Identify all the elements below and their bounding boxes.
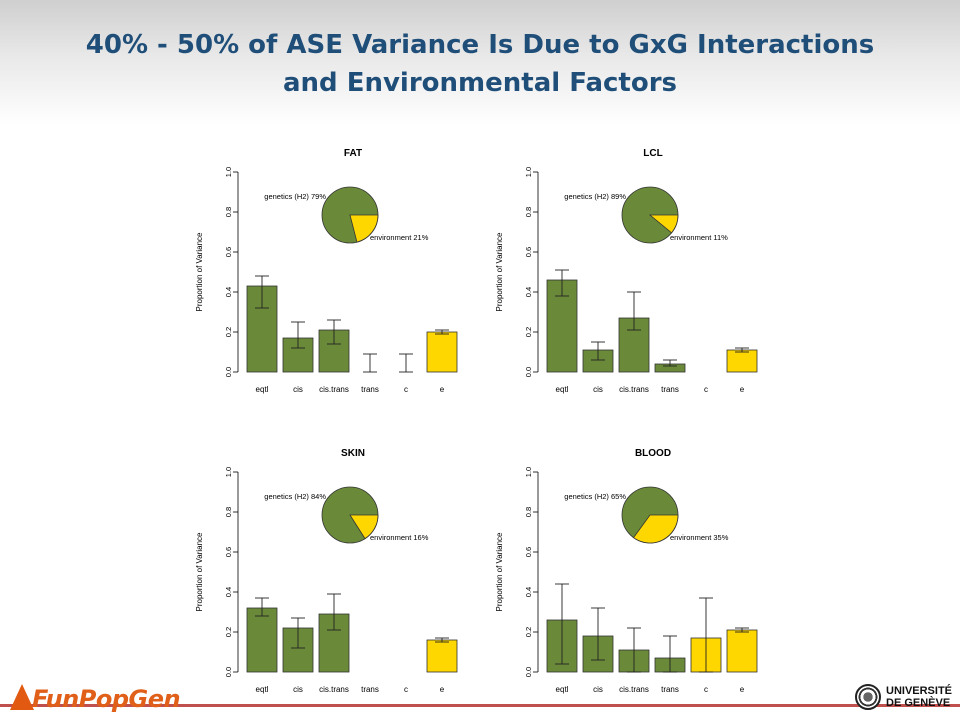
chart-svg-blood: BLOOD 0.0 0.2 0.4 0.6 0.8 1.0 Proportion of Var… (495, 448, 758, 694)
pie-slice-environment (648, 214, 679, 234)
x-tick-label: eqtl (556, 685, 569, 694)
chart-svg-lcl: LCL 0.0 0.2 0.4 0.6 0.8 1.0 Proportion of Varia… (495, 148, 758, 394)
footer-divider (0, 704, 960, 707)
unige-logo-text: UNIVERSITÉ DE GENÈVE (886, 685, 952, 709)
x-tick-label: trans (361, 385, 379, 394)
chart-title: BLOOD (635, 448, 671, 459)
slide-title-line-2: and Environmental Factors (283, 68, 677, 98)
y-tick-label: 1.0 (224, 467, 233, 477)
x-tick-label: c (404, 385, 408, 394)
y-axis-label: Proportion of Variance (495, 232, 504, 312)
x-tick-label: c (704, 385, 708, 394)
x-tick-label: trans (361, 685, 379, 694)
y-tick-label: 1.0 (224, 167, 233, 177)
pie-slice-environment (349, 514, 379, 540)
x-tick-label: trans (661, 685, 679, 694)
x-tick-label: trans (661, 385, 679, 394)
y-tick-label: 0.8 (224, 207, 233, 217)
bar (726, 629, 758, 673)
x-tick-label: c (404, 685, 408, 694)
x-tick-label: c (704, 685, 708, 694)
y-axis-label: Proportion of Variance (195, 232, 204, 312)
y-tick-label: 0.4 (224, 587, 233, 597)
y-tick-label: 0.6 (524, 547, 533, 557)
chart-svg-fat: FAT 0.0 0.2 0.4 0.6 0.8 1.0 Proportion of Varia… (195, 148, 458, 394)
chart-blood: BLOOD 0.0 0.2 0.4 0.6 0.8 1.0 Proportion of Var… (490, 440, 830, 705)
y-tick-label: 0.4 (224, 287, 233, 297)
pie-label-genetics: genetics (H2) 84% (264, 492, 326, 501)
x-tick-label: cis (293, 685, 303, 694)
x-tick-label: eqtl (256, 385, 269, 394)
chart-title: FAT (344, 148, 362, 159)
y-tick-label: 0.6 (524, 247, 533, 257)
bar (246, 607, 278, 673)
y-axis-label: Proportion of Variance (195, 532, 204, 612)
bar (426, 331, 458, 373)
chart-lcl: LCL 0.0 0.2 0.4 0.6 0.8 1.0 Proportion of Varia… (490, 140, 830, 405)
unige-seal-icon (855, 684, 881, 710)
chart-skin: SKIN 0.0 0.2 0.4 0.6 0.8 1.0 Proportion of Vari… (190, 440, 530, 705)
pie-label-genetics: genetics (H2) 89% (564, 192, 626, 201)
chart-fat: FAT 0.0 0.2 0.4 0.6 0.8 1.0 Proportion of Varia… (190, 140, 530, 405)
x-tick-label: cis (593, 385, 603, 394)
chart-title: LCL (643, 148, 662, 159)
pie-label-genetics: genetics (H2) 65% (564, 492, 626, 501)
x-tick-label: eqtl (556, 385, 569, 394)
y-tick-label: 0.8 (524, 207, 533, 217)
pie-label-environment: environment 16% (370, 533, 429, 542)
bar (426, 639, 458, 673)
pie-label-genetics: genetics (H2) 79% (264, 192, 326, 201)
funpopgen-logo-text: FunPopGen (32, 685, 181, 713)
x-tick-label: e (740, 685, 745, 694)
y-tick-label: 0.2 (224, 627, 233, 637)
chart-svg-skin: SKIN 0.0 0.2 0.4 0.6 0.8 1.0 Proportion of Vari… (195, 448, 458, 694)
pie-slice-environment (349, 214, 379, 243)
x-tick-label: cis.trans (619, 685, 649, 694)
y-tick-label: 0.0 (224, 667, 233, 677)
y-tick-label: 1.0 (524, 167, 533, 177)
y-tick-label: 0.4 (524, 287, 533, 297)
x-tick-label: e (740, 385, 745, 394)
x-tick-label: cis.trans (319, 685, 349, 694)
y-tick-label: 0.4 (524, 587, 533, 597)
unige-logo-line-1: UNIVERSITÉ (886, 685, 953, 697)
y-tick-label: 0.6 (224, 247, 233, 257)
pie-label-environment: environment 35% (670, 533, 729, 542)
x-tick-label: cis.trans (319, 385, 349, 394)
y-tick-label: 0.8 (224, 507, 233, 517)
y-tick-label: 0.0 (524, 667, 533, 677)
funpopgen-triangle-icon (10, 684, 34, 710)
slide-title: 40% - 50% of ASE Variance Is Due to GxG … (0, 26, 960, 102)
unige-logo: UNIVERSITÉ DE GENÈVE (855, 680, 955, 714)
y-tick-label: 0.2 (224, 327, 233, 337)
y-tick-label: 1.0 (524, 467, 533, 477)
unige-logo-line-2: DE GENÈVE (886, 697, 951, 709)
x-tick-label: e (440, 685, 445, 694)
y-tick-label: 0.2 (524, 327, 533, 337)
x-tick-label: cis (593, 685, 603, 694)
y-tick-label: 0.8 (524, 507, 533, 517)
x-tick-label: cis.trans (619, 385, 649, 394)
slide-title-line-1: 40% - 50% of ASE Variance Is Due to GxG … (85, 30, 875, 60)
x-tick-label: e (440, 385, 445, 394)
y-axis-label: Proportion of Variance (495, 532, 504, 612)
chart-title: SKIN (341, 448, 365, 459)
funpopgen-logo: FunPopGen (10, 676, 181, 716)
y-tick-label: 0.0 (224, 367, 233, 377)
pie-label-environment: environment 21% (370, 233, 429, 242)
y-tick-label: 0.6 (224, 547, 233, 557)
y-tick-label: 0.0 (524, 367, 533, 377)
pie-label-environment: environment 11% (670, 233, 728, 242)
x-tick-label: eqtl (256, 685, 269, 694)
bar (726, 349, 758, 373)
pie-slice-environment (632, 514, 679, 544)
x-tick-label: cis (293, 385, 303, 394)
y-tick-label: 0.2 (524, 627, 533, 637)
